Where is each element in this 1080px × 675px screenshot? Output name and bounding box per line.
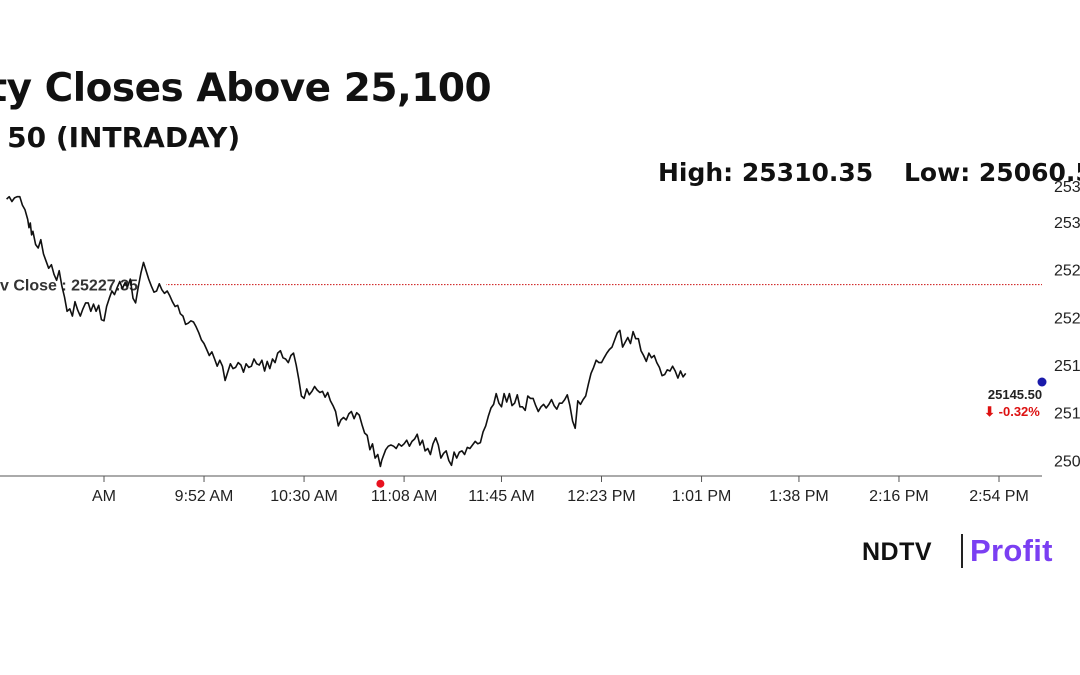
y-tick-label: 251: [1054, 358, 1080, 375]
y-tick-label: 253: [1054, 179, 1080, 196]
x-tick-label: 11:08 AM: [371, 488, 437, 505]
chart-subtitle: TY 50 (INTRADAY): [0, 121, 241, 154]
x-tick-label: AM: [92, 488, 116, 505]
low-value: Low: 25060.55: [904, 158, 1080, 187]
x-tick-label: 11:45 AM: [468, 488, 534, 505]
x-tick-label: 9:52 AM: [175, 488, 234, 505]
y-tick-label: 252: [1054, 310, 1080, 327]
prev-close-label-bg: [0, 272, 166, 295]
x-tick-label: 10:30 AM: [270, 488, 338, 505]
x-tick-label: 12:23 PM: [567, 488, 635, 505]
y-tick-label: 251: [1054, 406, 1080, 423]
logo-separator: [961, 534, 963, 568]
x-tick-label: 1:01 PM: [672, 488, 732, 505]
prev-close-label: v Close : 25227.35: [0, 278, 138, 295]
ndtv-wordmark: NDTV: [862, 538, 933, 566]
last-price-marker: [1037, 377, 1047, 387]
y-tick-label: 250: [1054, 453, 1080, 470]
y-tick-label: 253: [1054, 215, 1080, 232]
y-tick-label: 252: [1054, 263, 1080, 280]
price-change-label: ⬇ -0.32%: [984, 404, 1040, 419]
profit-wordmark: Profit: [970, 533, 1053, 568]
x-tick-label: 2:54 PM: [969, 488, 1029, 505]
x-tick-label: 2:16 PM: [869, 488, 929, 505]
price-line: [6, 195, 687, 468]
day-low-marker: [376, 479, 385, 488]
high-value: High: 25310.35: [658, 158, 874, 187]
chart-title: fty Closes Above 25,100: [0, 66, 492, 111]
x-tick-label: 1:38 PM: [769, 488, 829, 505]
last-price-label: 25145.50: [988, 387, 1042, 402]
